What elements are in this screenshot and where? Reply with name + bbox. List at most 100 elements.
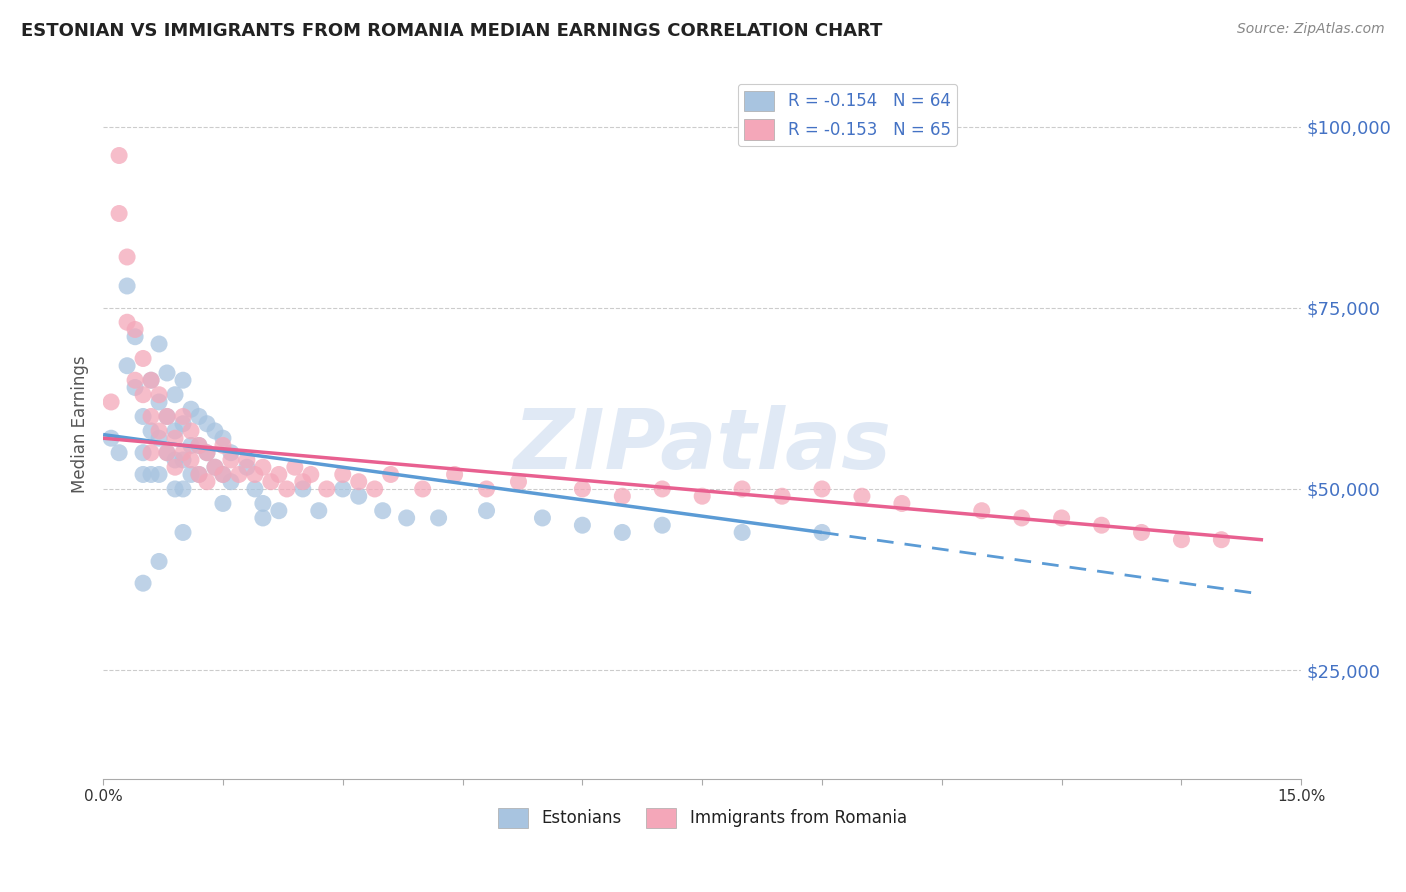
Point [172, 417, 194, 431]
Point [156, 446, 179, 460]
Point [332, 467, 354, 482]
Point [148, 388, 170, 402]
Point [212, 438, 235, 452]
Point [115, 279, 138, 293]
Point [1090, 518, 1112, 533]
Text: Source: ZipAtlas.com: Source: ZipAtlas.com [1237, 22, 1385, 37]
Point [412, 482, 434, 496]
Point [195, 446, 218, 460]
Point [267, 467, 290, 482]
Point [395, 511, 418, 525]
Y-axis label: Median Earnings: Median Earnings [72, 355, 89, 492]
Point [315, 482, 337, 496]
Point [508, 475, 530, 489]
Point [228, 467, 250, 482]
Point [180, 467, 202, 482]
Point [139, 409, 162, 424]
Point [163, 424, 186, 438]
Point [347, 489, 370, 503]
Point [100, 431, 122, 445]
Point [139, 446, 162, 460]
Point [347, 475, 370, 489]
Point [252, 511, 274, 525]
Point [212, 467, 235, 482]
Point [172, 525, 194, 540]
Point [475, 504, 498, 518]
Point [252, 460, 274, 475]
Point [690, 489, 713, 503]
Point [139, 467, 162, 482]
Point [139, 373, 162, 387]
Point [180, 438, 202, 452]
Point [115, 315, 138, 329]
Point [139, 373, 162, 387]
Point [148, 337, 170, 351]
Point [188, 438, 211, 452]
Point [124, 380, 146, 394]
Point [475, 482, 498, 496]
Point [108, 148, 131, 162]
Point [188, 467, 211, 482]
Point [443, 467, 465, 482]
Point [172, 446, 194, 460]
Point [651, 518, 673, 533]
Point [1050, 511, 1073, 525]
Point [571, 518, 593, 533]
Point [236, 460, 259, 475]
Point [612, 489, 634, 503]
Point [651, 482, 673, 496]
Point [252, 496, 274, 510]
Point [180, 453, 202, 467]
Point [132, 467, 155, 482]
Point [148, 431, 170, 445]
Point [195, 446, 218, 460]
Point [291, 482, 314, 496]
Point [139, 424, 162, 438]
Point [811, 525, 834, 540]
Point [124, 330, 146, 344]
Point [811, 482, 834, 496]
Point [212, 496, 235, 510]
Point [148, 554, 170, 568]
Point [180, 424, 202, 438]
Point [108, 446, 131, 460]
Point [770, 489, 793, 503]
Point [163, 431, 186, 445]
Point [172, 453, 194, 467]
Point [219, 475, 242, 489]
Point [427, 511, 450, 525]
Point [195, 417, 218, 431]
Point [1170, 533, 1192, 547]
Point [132, 351, 155, 366]
Point [219, 446, 242, 460]
Point [156, 409, 179, 424]
Point [1011, 511, 1033, 525]
Point [571, 482, 593, 496]
Point [291, 475, 314, 489]
Text: ZIPatlas: ZIPatlas [513, 405, 891, 485]
Point [1130, 525, 1153, 540]
Point [124, 373, 146, 387]
Point [188, 409, 211, 424]
Point [132, 388, 155, 402]
Point [115, 359, 138, 373]
Point [108, 206, 131, 220]
Point [148, 395, 170, 409]
Point [380, 467, 402, 482]
Point [100, 395, 122, 409]
Point [172, 482, 194, 496]
Point [531, 511, 554, 525]
Point [163, 388, 186, 402]
Point [260, 475, 283, 489]
Point [890, 496, 912, 510]
Point [204, 460, 226, 475]
Point [299, 467, 322, 482]
Point [132, 576, 155, 591]
Point [970, 504, 993, 518]
Point [163, 460, 186, 475]
Point [1211, 533, 1233, 547]
Point [212, 431, 235, 445]
Point [731, 525, 754, 540]
Point [156, 366, 179, 380]
Point [115, 250, 138, 264]
